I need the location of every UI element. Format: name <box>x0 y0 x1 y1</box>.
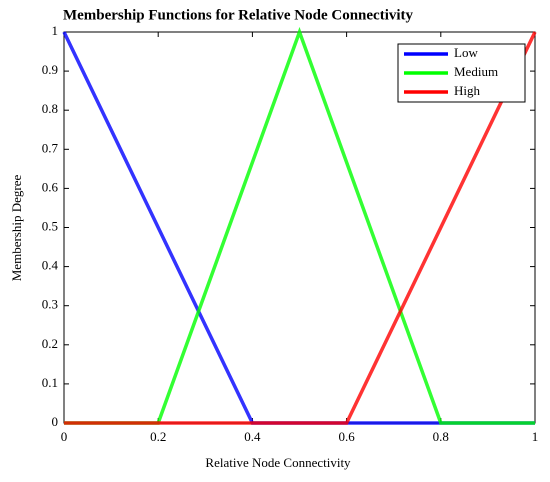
x-tick-label: 0.4 <box>244 429 261 444</box>
y-tick-label: 0.3 <box>42 297 58 312</box>
x-tick-label: 0 <box>61 429 68 444</box>
series-line <box>64 31 537 425</box>
x-tick-label: 0.8 <box>433 429 449 444</box>
legend-label: High <box>454 83 481 98</box>
x-tick-label: 1 <box>532 429 539 444</box>
y-tick-label: 0.6 <box>42 179 59 194</box>
x-tick-label: 0.6 <box>338 429 355 444</box>
y-tick-label: 0 <box>52 414 59 429</box>
y-tick-label: 0.5 <box>42 218 58 233</box>
y-axis-label: Membership Degree <box>9 175 24 282</box>
y-tick-label: 0.4 <box>42 258 59 273</box>
y-tick-label: 0.1 <box>42 375 58 390</box>
y-tick-label: 1 <box>52 23 59 38</box>
x-axis-label: Relative Node Connectivity <box>205 455 351 470</box>
y-tick-label: 0.8 <box>42 101 58 116</box>
y-tick-label: 0.2 <box>42 336 58 351</box>
legend-label: Medium <box>454 64 498 79</box>
y-tick-label: 0.7 <box>42 140 59 155</box>
chart-title: Membership Functions for Relative Node C… <box>63 7 414 23</box>
x-tick-label: 0.2 <box>150 429 166 444</box>
y-tick-label: 0.9 <box>42 62 58 77</box>
legend-label: Low <box>454 45 478 60</box>
